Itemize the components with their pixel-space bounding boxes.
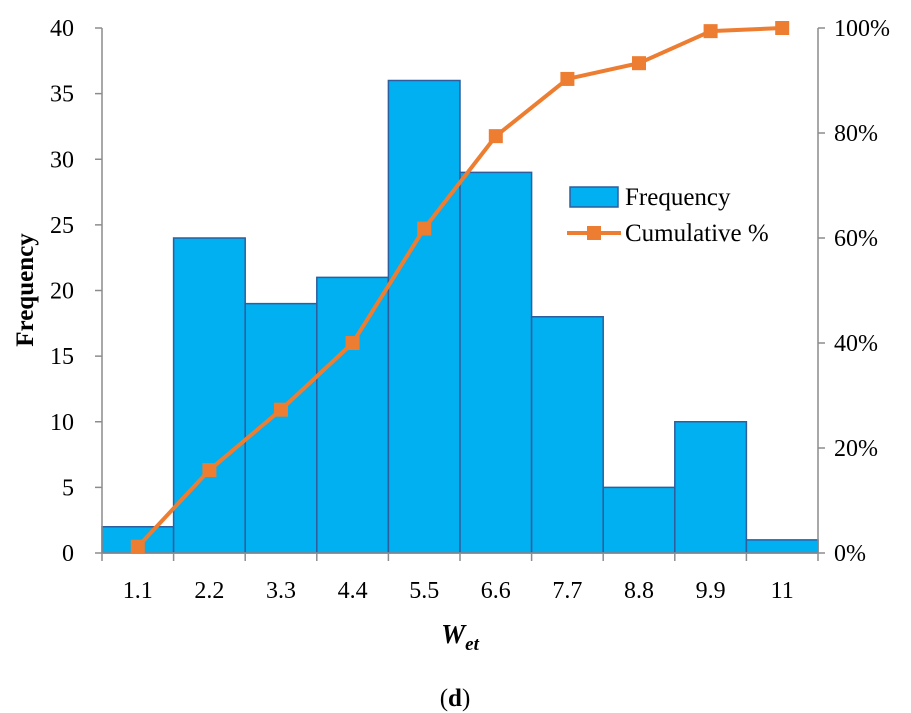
legend-cumulative-marker xyxy=(587,226,601,240)
x-tick-label: 9.9 xyxy=(696,578,726,604)
y2-tick-label: 60% xyxy=(834,226,878,252)
y-tick-label: 30 xyxy=(50,147,74,173)
x-tick-label: 8.8 xyxy=(624,578,654,604)
legend-cumulative-label: Cumulative % xyxy=(625,220,769,247)
x-tick-label: 6.6 xyxy=(481,578,511,604)
panel-label-letter: d xyxy=(448,685,462,712)
cumulative-marker xyxy=(274,402,288,417)
axes-layer xyxy=(95,27,825,561)
y-tick-label: 5 xyxy=(62,475,74,501)
bar xyxy=(674,421,748,554)
bar xyxy=(459,171,533,554)
legend: Frequency Cumulative % xyxy=(567,184,769,247)
bar xyxy=(172,237,246,554)
tick-labels-layer: 0 5 10 15 20 25 30 35 40 0% 20% 40% 60% 80% 100% 1.1 2.2… xyxy=(50,16,890,604)
cumulative-marker xyxy=(775,21,790,35)
x-tick-label: 4.4 xyxy=(338,578,368,604)
y-tick-label: 15 xyxy=(50,344,74,370)
bar xyxy=(387,79,461,554)
x-axis-title: Wet xyxy=(441,619,479,655)
legend-frequency-swatch xyxy=(569,186,619,208)
bars-layer xyxy=(101,79,819,554)
y-tick-label: 0 xyxy=(62,541,74,567)
y2-tick-label: 0% xyxy=(834,541,866,567)
x-tick-label: 5.5 xyxy=(409,578,439,604)
bar xyxy=(316,276,390,554)
y2-tick-label: 20% xyxy=(834,436,878,462)
y2-tick-label: 40% xyxy=(834,331,878,357)
x-tick-label: 3.3 xyxy=(266,578,296,604)
x-tick-label: 7.7 xyxy=(552,578,582,604)
cumulative-marker xyxy=(632,56,646,71)
x-tick-label: 2.2 xyxy=(194,578,224,604)
cumulative-marker xyxy=(345,336,360,350)
y-tick-label: 35 xyxy=(50,82,74,108)
bar xyxy=(602,486,676,554)
cumulative-marker xyxy=(202,463,217,478)
y-axis-title: Frequency xyxy=(12,233,39,347)
y-tick-label: 40 xyxy=(50,16,74,42)
x-axis-title-sub: et xyxy=(465,634,479,655)
cumulative-line-layer xyxy=(130,21,790,554)
cumulative-marker xyxy=(560,71,575,86)
bar xyxy=(530,316,604,554)
cumulative-marker xyxy=(703,24,718,39)
panel-label: (d) xyxy=(440,685,471,712)
cumulative-marker xyxy=(488,129,503,144)
cumulative-line xyxy=(136,26,783,549)
x-tick-label: 11 xyxy=(771,578,794,604)
y-tick-label: 10 xyxy=(50,410,74,436)
y-tick-label: 20 xyxy=(50,279,74,305)
y2-tick-label: 80% xyxy=(834,121,878,147)
cumulative-marker xyxy=(417,221,432,236)
y2-tick-label: 100% xyxy=(834,16,890,42)
y-tick-label: 25 xyxy=(50,213,74,239)
x-tick-label: 1.1 xyxy=(123,578,153,604)
cumulative-marker xyxy=(130,539,145,554)
legend-frequency-label: Frequency xyxy=(625,184,731,211)
x-axis-title-main: W xyxy=(441,619,467,649)
bar xyxy=(745,539,819,554)
